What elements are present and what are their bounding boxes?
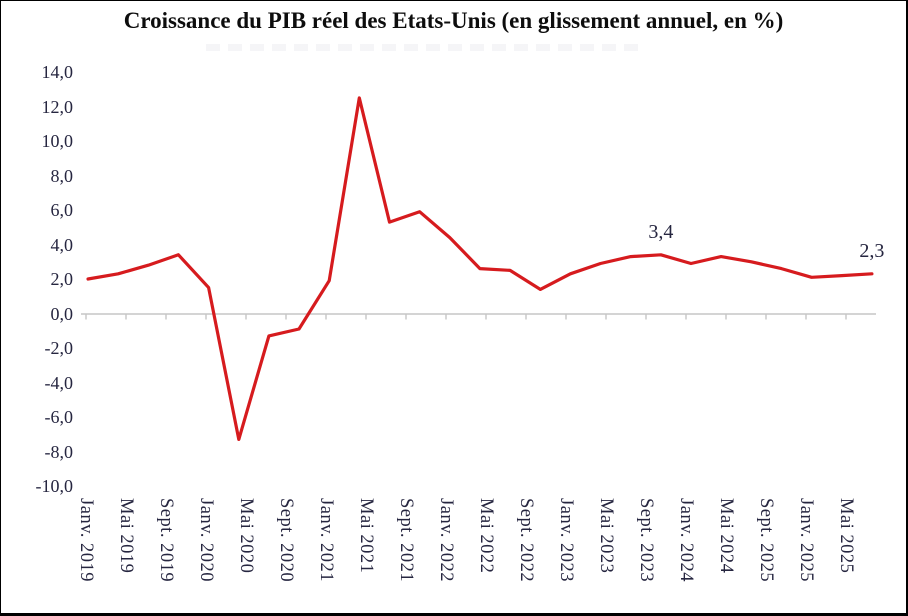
y-axis-tick-label: -6,0 <box>44 407 74 427</box>
data-label-3-4: 3,4 <box>648 220 674 243</box>
x-axis-tick-label: Janv. 2020 <box>196 498 216 582</box>
x-axis-tick-label: Mai 2021 <box>356 498 376 574</box>
y-axis-tick-label: -2,0 <box>44 338 74 358</box>
x-axis-tick-label: Sept. 2023 <box>636 498 656 583</box>
y-axis-tick-label: 8,0 <box>50 165 74 186</box>
x-axis-tick-label: Janv. 2021 <box>316 498 336 582</box>
x-axis-tick-label: Mai 2020 <box>236 498 256 574</box>
y-axis-tick-label: 2,0 <box>50 269 74 289</box>
x-axis-tick-label: Sept. 2019 <box>156 498 176 583</box>
x-axis-tick-label: Mai 2023 <box>596 498 616 574</box>
y-axis-tick-label: 0,0 <box>50 303 74 324</box>
x-axis-tick-label: Mai 2022 <box>476 498 496 574</box>
y-axis-tick-label: -8,0 <box>44 441 74 462</box>
x-axis-tick-label: Mai 2025 <box>836 498 856 574</box>
axis-tick-marks <box>85 314 847 320</box>
x-axis-tick-label: Sept. 2022 <box>516 498 536 583</box>
y-axis-tick-label: 12,0 <box>41 96 74 117</box>
y-axis-tick-label: 10,0 <box>41 131 74 151</box>
x-axis-tick-label: Sept. 2021 <box>396 498 416 583</box>
x-axis-tick-label: Janv. 2019 <box>76 498 96 582</box>
x-axis-tick-label: Janv. 2025 <box>796 498 816 582</box>
y-axis-tick-label: 14,0 <box>41 62 74 82</box>
x-axis-tick-label: Sept. 2025 <box>756 498 776 583</box>
x-axis-tick-label: Sept. 2020 <box>276 498 296 583</box>
data-label-2-3: 2,3 <box>859 239 885 262</box>
chart-title: Croissance du PIB réel des Etats-Unis (e… <box>123 8 784 33</box>
y-axis-tick-label: 6,0 <box>50 200 74 220</box>
x-axis-tick-label: Mai 2024 <box>716 498 736 574</box>
x-axis-tick-label: Mai 2019 <box>116 498 136 574</box>
x-axis-tick-label: Janv. 2024 <box>676 498 696 582</box>
x-axis-tick-label: Janv. 2022 <box>436 498 456 582</box>
y-axis-tick-label: 4,0 <box>50 234 74 255</box>
faded-subtitle-artifact <box>206 44 646 51</box>
y-axis-tick-label: -4,0 <box>44 372 74 393</box>
y-axis-tick-label: -10,0 <box>35 476 74 496</box>
gdp-growth-line <box>86 96 874 441</box>
x-axis-tick-label: Janv. 2023 <box>556 498 576 582</box>
